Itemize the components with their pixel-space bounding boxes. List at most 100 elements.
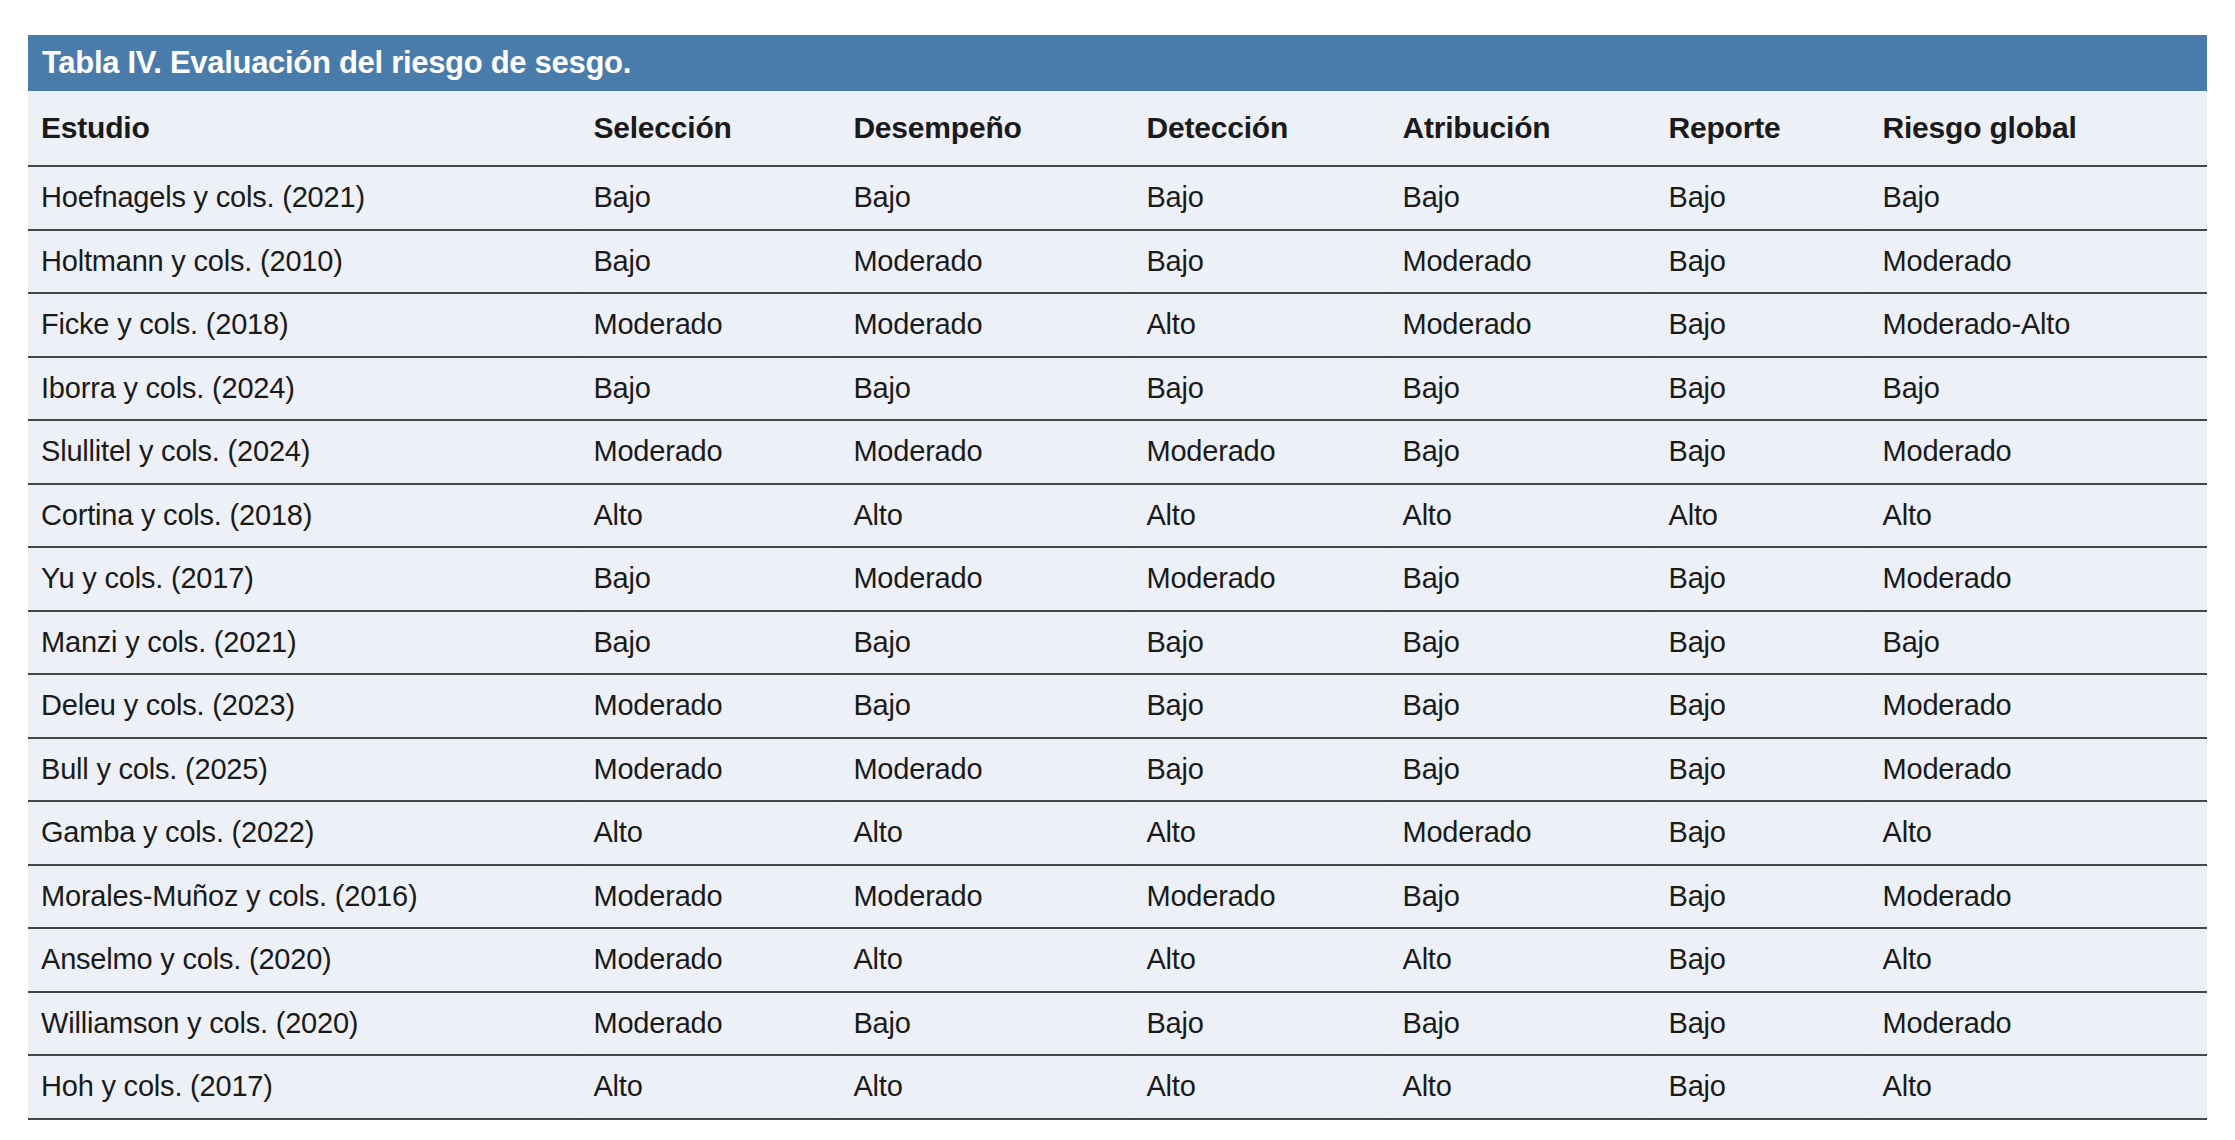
risk-value-cell: Moderado <box>580 928 840 992</box>
risk-value-cell: Alto <box>840 801 1133 865</box>
table-row: Iborra y cols. (2024)BajoBajoBajoBajoBaj… <box>28 357 2207 421</box>
risk-value-cell: Moderado <box>1133 865 1389 929</box>
risk-value-cell: Bajo <box>1655 928 1869 992</box>
risk-value-cell: Moderado <box>1133 420 1389 484</box>
risk-value-cell: Alto <box>1869 801 2207 865</box>
risk-value-cell: Alto <box>1389 484 1655 548</box>
risk-value-cell: Alto <box>580 484 840 548</box>
table-row: Cortina y cols. (2018)AltoAltoAltoAltoAl… <box>28 484 2207 548</box>
risk-value-cell: Moderado <box>840 547 1133 611</box>
risk-value-cell: Alto <box>1869 928 2207 992</box>
risk-value-cell: Alto <box>580 801 840 865</box>
study-name-cell: Gamba y cols. (2022) <box>28 801 580 865</box>
risk-value-cell: Bajo <box>1389 420 1655 484</box>
risk-value-cell: Bajo <box>1133 230 1389 294</box>
table-row: Ficke y cols. (2018)ModeradoModeradoAlto… <box>28 293 2207 357</box>
table-title-bar: Tabla IV. Evaluación del riesgo de sesgo… <box>28 35 2207 91</box>
risk-value-cell: Bajo <box>1655 865 1869 929</box>
table-title: Tabla IV. Evaluación del riesgo de sesgo… <box>42 45 631 80</box>
risk-value-cell: Bajo <box>1133 992 1389 1056</box>
risk-value-cell: Bajo <box>1655 547 1869 611</box>
risk-value-cell: Bajo <box>1389 547 1655 611</box>
risk-value-cell: Moderado <box>840 738 1133 802</box>
risk-value-cell: Bajo <box>1389 674 1655 738</box>
risk-value-cell: Bajo <box>1655 738 1869 802</box>
column-header-deteccion: Detección <box>1133 91 1389 166</box>
column-header-reporte: Reporte <box>1655 91 1869 166</box>
risk-value-cell: Bajo <box>1389 865 1655 929</box>
study-name-cell: Iborra y cols. (2024) <box>28 357 580 421</box>
risk-value-cell: Moderado <box>1133 547 1389 611</box>
risk-value-cell: Bajo <box>1655 801 1869 865</box>
study-name-cell: Ficke y cols. (2018) <box>28 293 580 357</box>
risk-value-cell: Bajo <box>580 166 840 230</box>
risk-value-cell: Bajo <box>1389 357 1655 421</box>
risk-value-cell: Alto <box>1655 484 1869 548</box>
table-row: Morales-Muñoz y cols. (2016)ModeradoMode… <box>28 865 2207 929</box>
risk-value-cell: Moderado <box>580 738 840 802</box>
risk-value-cell: Bajo <box>1869 611 2207 675</box>
risk-value-cell: Bajo <box>1655 420 1869 484</box>
risk-value-cell: Bajo <box>1389 992 1655 1056</box>
risk-value-cell: Alto <box>1389 1055 1655 1119</box>
risk-value-cell: Bajo <box>1389 611 1655 675</box>
risk-value-cell: Moderado <box>840 230 1133 294</box>
study-name-cell: Slullitel y cols. (2024) <box>28 420 580 484</box>
study-name-cell: Williamson y cols. (2020) <box>28 992 580 1056</box>
risk-value-cell: Moderado <box>1869 738 2207 802</box>
risk-value-cell: Alto <box>1133 1055 1389 1119</box>
study-name-cell: Anselmo y cols. (2020) <box>28 928 580 992</box>
risk-value-cell: Bajo <box>1389 166 1655 230</box>
risk-value-cell: Moderado <box>1869 674 2207 738</box>
column-header-riesgo-global: Riesgo global <box>1869 91 2207 166</box>
study-name-cell: Morales-Muñoz y cols. (2016) <box>28 865 580 929</box>
risk-value-cell: Moderado <box>580 865 840 929</box>
table-row: Slullitel y cols. (2024) ModeradoModerado… <box>28 420 2207 484</box>
column-header-atribucion: Atribución <box>1389 91 1655 166</box>
risk-value-cell: Moderado <box>1389 801 1655 865</box>
risk-value-cell: Bajo <box>840 611 1133 675</box>
study-name-cell: Yu y cols. (2017) <box>28 547 580 611</box>
study-name-cell: Deleu y cols. (2023) <box>28 674 580 738</box>
risk-value-cell: Bajo <box>1655 674 1869 738</box>
risk-of-bias-table: Tabla IV. Evaluación del riesgo de sesgo… <box>28 35 2207 1120</box>
column-header-seleccion: Selección <box>580 91 840 166</box>
table-row: Anselmo y cols. (2020)ModeradoAltoAltoAl… <box>28 928 2207 992</box>
risk-value-cell: Bajo <box>580 547 840 611</box>
risk-value-cell: Moderado <box>1869 865 2207 929</box>
risk-value-cell: Bajo <box>1133 738 1389 802</box>
risk-value-cell: Bajo <box>1133 611 1389 675</box>
risk-value-cell: Alto <box>1133 928 1389 992</box>
risk-value-cell: Bajo <box>1655 1055 1869 1119</box>
risk-value-cell: Moderado <box>840 420 1133 484</box>
risk-value-cell: Bajo <box>1389 738 1655 802</box>
study-name-cell: Cortina y cols. (2018) <box>28 484 580 548</box>
risk-value-cell: Alto <box>580 1055 840 1119</box>
page: Tabla IV. Evaluación del riesgo de sesgo… <box>0 0 2235 1140</box>
risk-value-cell: Bajo <box>840 166 1133 230</box>
risk-value-cell: Bajo <box>1655 992 1869 1056</box>
risk-value-cell: Bajo <box>580 611 840 675</box>
risk-value-cell: Moderado <box>580 992 840 1056</box>
risk-value-cell: Bajo <box>840 992 1133 1056</box>
study-name-cell: Bull y cols. (2025) <box>28 738 580 802</box>
risk-value-cell: Alto <box>1133 801 1389 865</box>
risk-value-cell: Moderado <box>840 865 1133 929</box>
table-header-row: EstudioSelecciónDesempeñoDetecciónAtribu… <box>28 91 2207 166</box>
table-row: Holtmann y cols. (2010)BajoModeradoBajoM… <box>28 230 2207 294</box>
table-row: Gamba y cols. (2022)AltoAltoAltoModerado… <box>28 801 2207 865</box>
study-name-cell: Holtmann y cols. (2010) <box>28 230 580 294</box>
table-row: Bull y cols. (2025)ModeradoModeradoBajoB… <box>28 738 2207 802</box>
column-header-estudio: Estudio <box>28 91 580 166</box>
table-row: Hoh y cols. (2017)AltoAltoAltoAltoBajoAl… <box>28 1055 2207 1119</box>
risk-value-cell: Bajo <box>1133 357 1389 421</box>
risk-value-cell: Alto <box>840 484 1133 548</box>
risk-value-cell: Bajo <box>1655 357 1869 421</box>
risk-value-cell: Alto <box>1133 293 1389 357</box>
study-name-cell: Hoefnagels y cols. (2021) <box>28 166 580 230</box>
risk-value-cell: Alto <box>840 928 1133 992</box>
risk-value-cell: Bajo <box>1655 293 1869 357</box>
risk-value-cell: Moderado <box>1869 547 2207 611</box>
risk-value-cell: Bajo <box>1655 611 1869 675</box>
study-name-cell: Hoh y cols. (2017) <box>28 1055 580 1119</box>
